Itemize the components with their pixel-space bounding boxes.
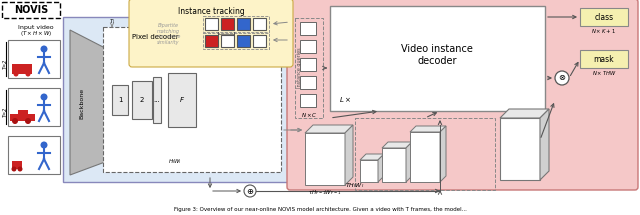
Bar [12, 64, 32, 74]
Bar [153, 77, 161, 123]
Bar [2, 2, 60, 18]
Text: Figure 3: Overview of our near-online NOVIS model architecture. Given a video wi: Figure 3: Overview of our near-online NO… [173, 207, 467, 212]
Circle shape [555, 71, 569, 85]
Polygon shape [382, 142, 412, 148]
Circle shape [26, 72, 31, 77]
Text: F: F [180, 97, 184, 103]
Bar [300, 40, 316, 53]
Bar [253, 18, 266, 30]
Bar [360, 160, 378, 182]
Text: mask: mask [594, 54, 614, 63]
Polygon shape [410, 126, 446, 132]
Polygon shape [500, 109, 549, 118]
Bar [112, 85, 128, 115]
Bar [103, 27, 281, 172]
Bar [580, 50, 628, 68]
FancyBboxPatch shape [287, 0, 638, 190]
Bar [253, 35, 266, 47]
Polygon shape [360, 154, 384, 160]
Polygon shape [305, 125, 353, 133]
Bar [10, 114, 35, 121]
Circle shape [40, 46, 47, 52]
Bar [237, 18, 250, 30]
Text: T=2: T=2 [3, 107, 8, 117]
Polygon shape [406, 142, 412, 182]
Text: $H_lW_l$: $H_lW_l$ [168, 158, 182, 166]
Text: $TH_lW_l$: $TH_lW_l$ [346, 181, 365, 190]
Bar [382, 148, 406, 182]
Circle shape [40, 141, 47, 149]
Bar [8, 136, 60, 174]
Text: $N \times K+1$: $N \times K+1$ [591, 27, 616, 35]
Text: Instance tracking: Instance tracking [178, 8, 244, 17]
Bar [168, 73, 196, 127]
Bar [300, 22, 316, 35]
Text: NOVIS: NOVIS [14, 5, 48, 15]
Circle shape [13, 72, 19, 77]
Bar [221, 18, 234, 30]
Polygon shape [345, 125, 353, 185]
Text: Video instance
decoder: Video instance decoder [401, 44, 473, 66]
Circle shape [244, 185, 256, 197]
Polygon shape [378, 154, 384, 182]
Text: ⊕: ⊕ [246, 186, 253, 195]
Text: class: class [595, 12, 614, 22]
Text: 2: 2 [140, 97, 144, 103]
Polygon shape [440, 126, 446, 182]
Circle shape [17, 166, 22, 172]
Circle shape [12, 166, 17, 172]
Bar [63, 17, 288, 182]
Bar [132, 81, 152, 119]
Bar [203, 33, 269, 49]
Text: $\tau H_{F-1}W_{F-1}$: $\tau H_{F-1}W_{F-1}$ [308, 189, 342, 197]
Bar [300, 58, 316, 71]
Text: 1: 1 [118, 97, 122, 103]
Text: $L \times$: $L \times$ [339, 95, 351, 104]
Bar [305, 133, 345, 185]
Bar [300, 94, 316, 107]
Bar [410, 132, 440, 182]
Bar [580, 8, 628, 26]
Text: $T_l$: $T_l$ [109, 18, 115, 26]
Text: Pixel decoder: Pixel decoder [132, 34, 179, 40]
Bar [203, 16, 269, 32]
Bar [205, 35, 218, 47]
Text: Input video: Input video [18, 25, 54, 29]
Bar [295, 18, 323, 118]
Text: Bipartite
matching
via cosine
similarity: Bipartite matching via cosine similarity [156, 23, 180, 45]
Text: $N \times C$: $N \times C$ [301, 111, 317, 119]
Bar [300, 76, 316, 89]
Bar [237, 35, 250, 47]
Text: $(T \times H \times W)$: $(T \times H \times W)$ [20, 29, 52, 37]
Circle shape [40, 94, 47, 100]
Bar [221, 35, 234, 47]
Bar [8, 40, 60, 78]
Text: $N \times THW$: $N \times THW$ [591, 69, 616, 77]
Bar [330, 6, 545, 111]
Polygon shape [70, 30, 105, 175]
Polygon shape [540, 109, 549, 180]
Circle shape [25, 118, 31, 124]
Bar [355, 118, 495, 190]
Bar [205, 18, 218, 30]
Bar [12, 161, 22, 169]
FancyBboxPatch shape [129, 0, 293, 67]
Circle shape [12, 118, 18, 124]
Text: Instance queries: Instance queries [298, 48, 303, 88]
Bar [18, 110, 28, 116]
Text: T=2: T=2 [3, 59, 8, 69]
Text: ...: ... [154, 97, 161, 103]
Bar [500, 118, 540, 180]
Bar [8, 88, 60, 126]
Text: ⊗: ⊗ [559, 74, 566, 83]
Text: Backbone: Backbone [79, 88, 84, 118]
